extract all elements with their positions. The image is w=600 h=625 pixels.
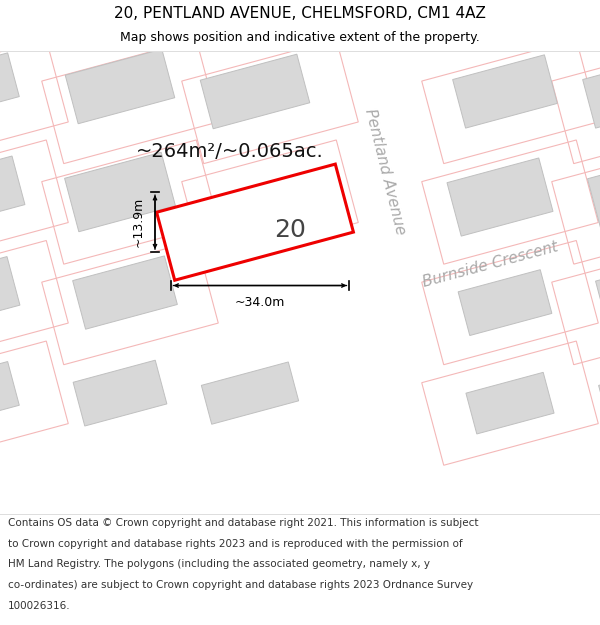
Text: HM Land Registry. The polygons (including the associated geometry, namely x, y: HM Land Registry. The polygons (includin… xyxy=(8,559,430,569)
Polygon shape xyxy=(356,226,454,325)
Text: Map shows position and indicative extent of the property.: Map shows position and indicative extent… xyxy=(120,31,480,44)
Polygon shape xyxy=(202,362,299,424)
Polygon shape xyxy=(200,54,310,129)
Polygon shape xyxy=(0,156,25,228)
Text: co-ordinates) are subject to Crown copyright and database rights 2023 Ordnance S: co-ordinates) are subject to Crown copyr… xyxy=(8,580,473,590)
Text: ~13.9m: ~13.9m xyxy=(132,197,145,248)
Text: 20: 20 xyxy=(274,218,306,242)
Text: ~264m²/~0.065ac.: ~264m²/~0.065ac. xyxy=(136,142,324,161)
Polygon shape xyxy=(458,270,552,336)
Polygon shape xyxy=(73,256,178,329)
Polygon shape xyxy=(65,152,175,232)
Text: Contains OS data © Crown copyright and database right 2021. This information is : Contains OS data © Crown copyright and d… xyxy=(8,518,478,528)
Text: ~34.0m: ~34.0m xyxy=(235,296,285,309)
Text: Burnside Crescent: Burnside Crescent xyxy=(421,239,559,290)
Polygon shape xyxy=(599,366,600,424)
Polygon shape xyxy=(0,361,19,429)
Text: Pentland Avenue: Pentland Avenue xyxy=(362,107,408,236)
Polygon shape xyxy=(157,164,353,280)
Polygon shape xyxy=(0,53,19,120)
Polygon shape xyxy=(583,55,600,128)
Polygon shape xyxy=(73,360,167,426)
Text: 20, PENTLAND AVENUE, CHELMSFORD, CM1 4AZ: 20, PENTLAND AVENUE, CHELMSFORD, CM1 4AZ xyxy=(114,6,486,21)
Polygon shape xyxy=(587,157,600,228)
Polygon shape xyxy=(377,222,600,332)
Polygon shape xyxy=(466,372,554,434)
Polygon shape xyxy=(452,55,557,128)
Text: 100026316.: 100026316. xyxy=(8,601,70,611)
Polygon shape xyxy=(596,260,600,325)
Polygon shape xyxy=(299,0,490,462)
Polygon shape xyxy=(0,257,20,329)
Text: to Crown copyright and database rights 2023 and is reproduced with the permissio: to Crown copyright and database rights 2… xyxy=(8,539,463,549)
Polygon shape xyxy=(447,158,553,236)
Polygon shape xyxy=(65,49,175,124)
